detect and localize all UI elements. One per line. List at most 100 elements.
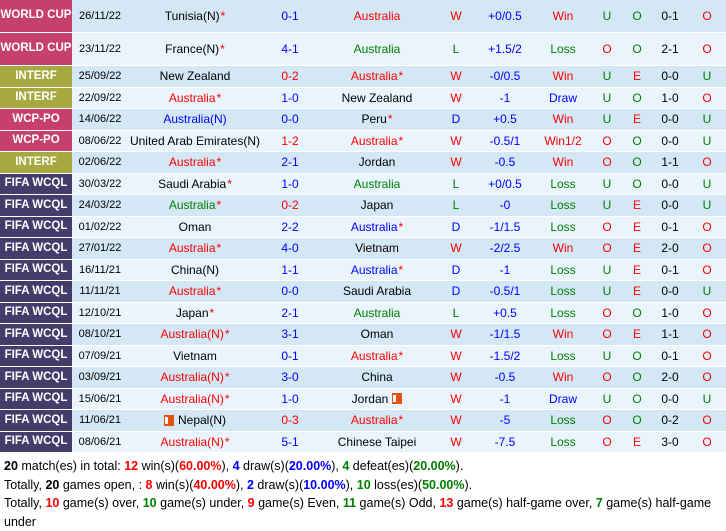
- under-over-result: O: [602, 327, 612, 342]
- away-team-name[interactable]: Japan: [360, 198, 394, 213]
- fulltime-score: 1-0: [281, 90, 299, 105]
- fulltime-score: 4-0: [281, 241, 299, 256]
- halftime-over-under: U: [702, 112, 712, 127]
- summary-segment: ),: [235, 477, 247, 492]
- halftime-score: 0-2: [661, 413, 679, 428]
- match-date: 12/10/21: [78, 306, 122, 319]
- match-date: 08/10/21: [78, 328, 122, 341]
- summary-segment: 40.00%: [193, 477, 236, 492]
- summary-segment: 9: [247, 496, 255, 510]
- away-team-cell: Australia *: [318, 346, 436, 367]
- away-team-name[interactable]: Oman: [360, 327, 394, 342]
- highlight-star: *: [398, 413, 404, 428]
- away-team-cell: New Zealand: [318, 88, 436, 109]
- away-team-name[interactable]: Australia: [350, 219, 398, 234]
- away-team-name[interactable]: Jordan: [358, 155, 396, 170]
- home-team-name[interactable]: Vietnam: [173, 348, 217, 363]
- home-team-name[interactable]: Tunisia(N): [164, 9, 220, 23]
- home-team-name[interactable]: Australia(N): [160, 434, 224, 449]
- odd-even-result: E: [632, 69, 641, 84]
- halftime-score: 1-1: [661, 327, 679, 342]
- handicap-odds: -0.5: [494, 155, 516, 170]
- away-team-name[interactable]: Australia: [350, 69, 398, 84]
- home-team-cell: Nepal(N): [128, 410, 262, 431]
- handicap-odds: -1: [499, 262, 511, 277]
- summary-segment: Totally,: [4, 496, 46, 510]
- home-team-name[interactable]: United Arab Emirates(N): [129, 133, 261, 148]
- summary-segment: 20.00%: [413, 459, 456, 473]
- halftime-score: 1-0: [661, 90, 679, 105]
- home-team-name[interactable]: Australia(N): [163, 112, 227, 127]
- home-team-name[interactable]: China(N): [170, 262, 219, 277]
- home-team-name[interactable]: Australia: [168, 90, 216, 105]
- away-team-name[interactable]: Australia: [353, 42, 401, 56]
- handicap-odds: +0.5: [493, 112, 517, 127]
- home-team-name[interactable]: New Zealand: [159, 69, 231, 84]
- away-team-name[interactable]: Australia: [350, 413, 398, 428]
- summary-segment: 12: [124, 459, 139, 473]
- under-over-result: U: [602, 198, 612, 213]
- home-team-name[interactable]: Australia: [168, 198, 216, 213]
- win-draw-loss: W: [450, 413, 462, 428]
- handicap-odds: +0/0.5: [488, 9, 522, 23]
- home-team-cell: Vietnam: [128, 346, 262, 367]
- handicap-result: Win: [552, 9, 574, 23]
- away-team-cell: Saudi Arabia: [318, 281, 436, 302]
- away-team-cell: Oman: [318, 324, 436, 345]
- home-team-name[interactable]: Australia: [168, 284, 216, 299]
- handicap-odds: +0.5: [493, 305, 517, 320]
- away-team-name[interactable]: Australia: [350, 348, 398, 363]
- under-over-result: O: [602, 434, 612, 449]
- win-draw-loss: D: [451, 219, 461, 234]
- away-team-name[interactable]: Australia: [350, 133, 398, 148]
- home-team-cell: United Arab Emirates(N): [128, 131, 262, 152]
- away-team-name[interactable]: China: [361, 370, 393, 385]
- away-team-name[interactable]: Vietnam: [355, 241, 399, 256]
- away-team-name[interactable]: New Zealand: [341, 90, 413, 105]
- away-team-cell: Australia *: [318, 131, 436, 152]
- away-team-name[interactable]: Saudi Arabia: [342, 284, 412, 299]
- competition-badge: FIFA WCQL: [0, 431, 72, 452]
- halftime-over-under: O: [702, 305, 712, 320]
- home-team-name[interactable]: Australia(N): [160, 370, 224, 385]
- fulltime-score: 3-0: [281, 370, 299, 385]
- home-team-name[interactable]: Australia(N): [160, 391, 224, 406]
- match-date: 30/03/22: [78, 177, 122, 190]
- halftime-over-under: O: [702, 262, 712, 277]
- home-team-name[interactable]: Australia(N): [160, 327, 224, 342]
- away-team-name[interactable]: Chinese Taipei: [337, 434, 417, 449]
- home-team-name[interactable]: Saudi Arabia: [158, 176, 227, 191]
- summary-line: Totally, 10 game(s) over, 10 game(s) und…: [4, 494, 721, 531]
- summary-segment: game(s) Odd,: [356, 496, 440, 510]
- match-date: 11/11/21: [79, 285, 121, 298]
- home-team-name[interactable]: France(N): [165, 42, 220, 56]
- home-team-cell: Australia(N): [128, 109, 262, 130]
- summary-segment: draw(s)(: [239, 459, 289, 473]
- match-row: FIFA WCQL 11/06/21 Nepal(N) 0-3 Australia * W -…: [0, 410, 726, 432]
- win-draw-loss: D: [451, 284, 461, 299]
- halftime-over-under: O: [702, 90, 712, 105]
- odd-even-result: O: [632, 176, 642, 191]
- summary-segment: ).: [455, 459, 464, 473]
- halftime-over-under: O: [702, 348, 712, 363]
- away-team-name[interactable]: Australia: [353, 9, 401, 23]
- summary-segment: game(s) half-game over,: [453, 496, 596, 510]
- away-team-name[interactable]: Peru: [361, 112, 387, 127]
- competition-badge: FIFA WCQL: [0, 281, 72, 302]
- halftime-over-under: U: [702, 176, 712, 191]
- away-team-name[interactable]: Australia: [350, 262, 398, 277]
- away-team-name[interactable]: Australia: [353, 176, 401, 191]
- away-team-name[interactable]: Jordan: [351, 391, 389, 406]
- home-team-name[interactable]: Australia: [168, 241, 216, 256]
- home-team-name[interactable]: Australia: [168, 155, 216, 170]
- under-over-result: O: [602, 241, 612, 256]
- fulltime-score: 0-0: [281, 112, 299, 127]
- summary-segment: 10.00%: [303, 477, 346, 492]
- win-draw-loss: W: [450, 391, 462, 406]
- away-team-name[interactable]: Australia: [353, 305, 401, 320]
- match-date: 22/09/22: [78, 91, 122, 104]
- home-team-name[interactable]: Nepal(N): [177, 413, 226, 428]
- home-team-name[interactable]: Oman: [178, 219, 212, 234]
- handicap-result: Loss: [550, 42, 576, 56]
- home-team-name[interactable]: Japan: [175, 305, 209, 320]
